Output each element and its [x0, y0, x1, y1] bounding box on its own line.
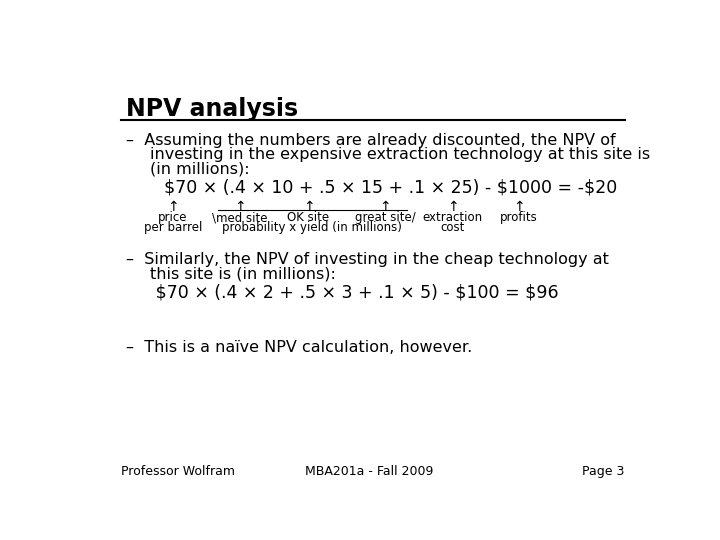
Text: ↑: ↑ [234, 200, 246, 213]
Text: this site is (in millions):: this site is (in millions): [150, 267, 336, 281]
Text: ↑: ↑ [167, 200, 179, 213]
Text: investing in the expensive extraction technology at this site is: investing in the expensive extraction te… [150, 147, 651, 162]
Text: Page 3: Page 3 [582, 465, 625, 478]
Text: $70 × (.4 × 2 + .5 × 3 + .1 × 5) - $100 = $96: $70 × (.4 × 2 + .5 × 3 + .1 × 5) - $100 … [150, 284, 559, 301]
Text: (in millions):: (in millions): [150, 162, 250, 177]
Text: –  Similarly, the NPV of investing in the cheap technology at: – Similarly, the NPV of investing in the… [127, 252, 609, 267]
Text: ↑: ↑ [513, 200, 524, 213]
Text: extraction: extraction [423, 211, 483, 224]
Text: ↑: ↑ [447, 200, 459, 213]
Text: per barrel: per barrel [144, 221, 202, 234]
Text: profits: profits [500, 211, 537, 224]
Text: –  This is a naïve NPV calculation, however.: – This is a naïve NPV calculation, howev… [127, 340, 472, 355]
Text: $70 × (.4 × 10 + .5 × 15 + .1 × 25) - $1000 = -$20: $70 × (.4 × 10 + .5 × 15 + .1 × 25) - $1… [163, 179, 617, 197]
Text: \med site: \med site [212, 211, 267, 224]
Text: price: price [158, 211, 188, 224]
Text: Professor Wolfram: Professor Wolfram [121, 465, 235, 478]
Text: great site/: great site/ [355, 211, 415, 224]
Text: probability x yield (in millions): probability x yield (in millions) [222, 221, 402, 234]
Text: MBA201a - Fall 2009: MBA201a - Fall 2009 [305, 465, 433, 478]
Text: NPV analysis: NPV analysis [127, 97, 299, 121]
Text: cost: cost [441, 221, 465, 234]
Text: ↑: ↑ [302, 200, 315, 213]
Text: –  Assuming the numbers are already discounted, the NPV of: – Assuming the numbers are already disco… [127, 132, 616, 147]
Text: OK site: OK site [287, 211, 330, 224]
Text: ↑: ↑ [379, 200, 391, 213]
